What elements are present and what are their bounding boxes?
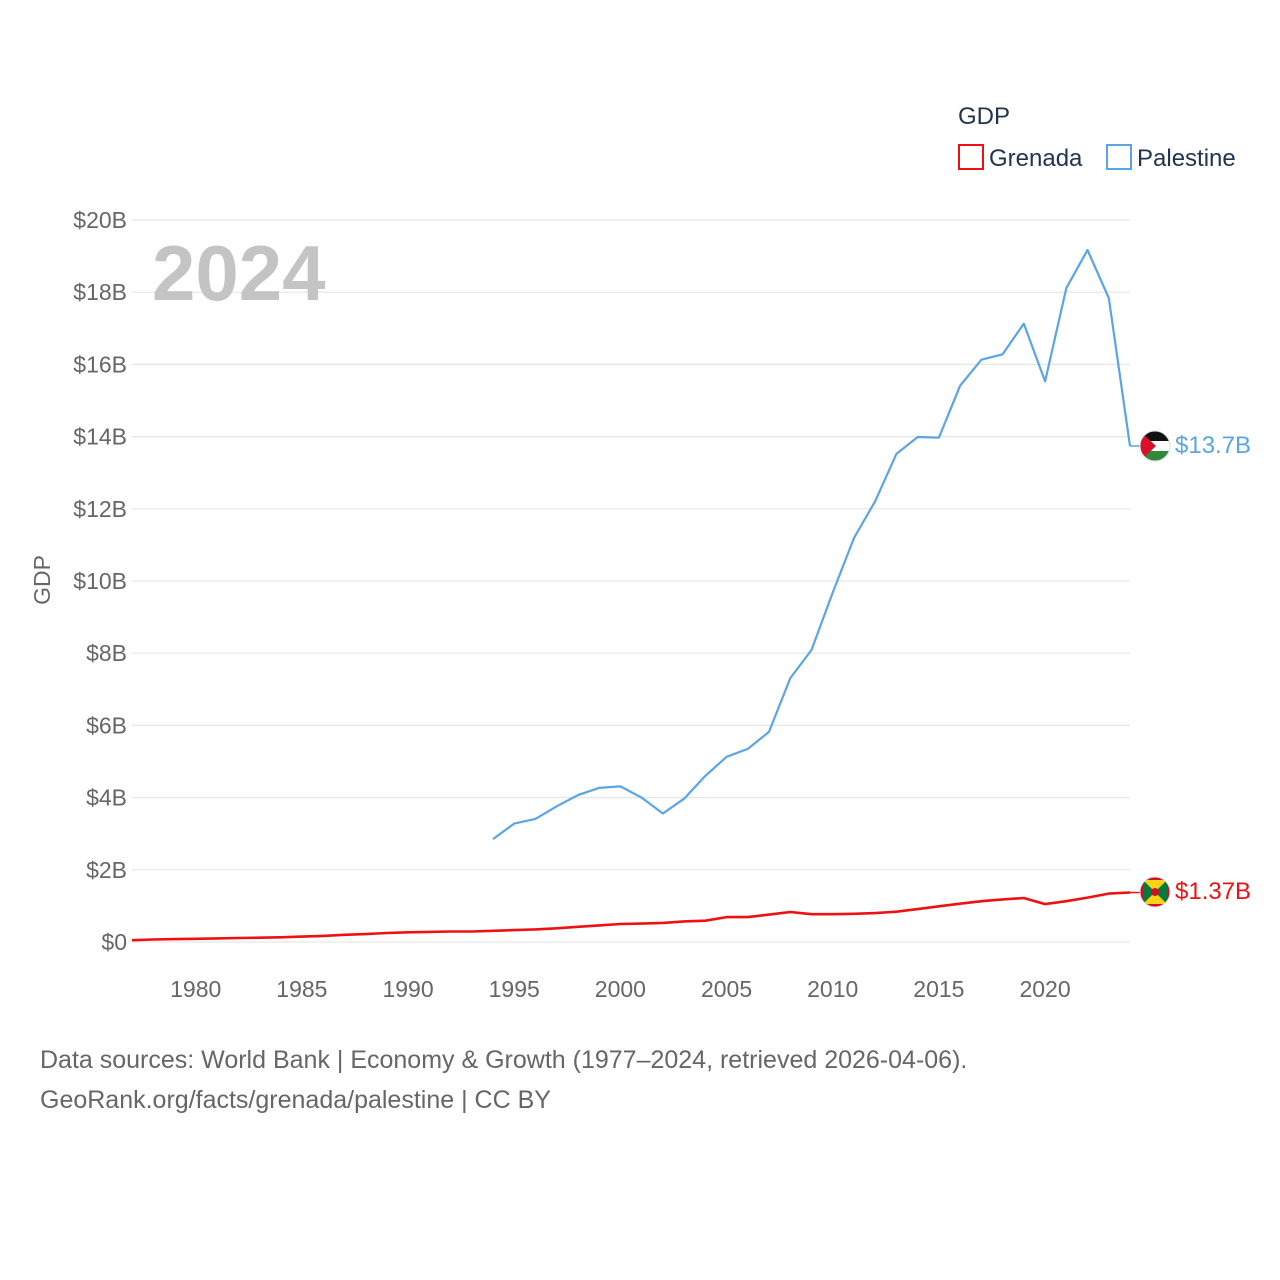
source-url: GeoRank.org/facts/grenada/palestine | CC… (40, 1086, 551, 1114)
legend-label-palestine: Palestine (1137, 145, 1236, 172)
y-tick-label: $18B (73, 279, 127, 305)
grenada-flag-icon (1139, 876, 1171, 908)
x-tick-label: 2005 (701, 976, 752, 1002)
data-source-note: Data sources: World Bank | Economy & Gro… (40, 1046, 968, 1074)
legend-item-grenada[interactable]: Grenada (958, 144, 1083, 172)
x-tick-label: 1990 (382, 976, 433, 1002)
grid-lines (132, 219, 1130, 943)
series-line-grenada[interactable] (131, 891, 1131, 942)
x-tick-label: 1995 (489, 976, 540, 1002)
y-tick-label: $6B (86, 712, 127, 738)
x-tick-label: 1980 (170, 976, 221, 1002)
year-watermark: 2024 (152, 229, 326, 317)
x-tick-label: 2010 (807, 976, 858, 1002)
gdp-line-chart: $0 $2B $4B $6B $8B $10B $12B $14B $16B $18B $20B 1… (29, 103, 1251, 1002)
y-tick-label: $12B (73, 496, 127, 522)
legend: GDP Grenada Palestine (958, 103, 1236, 172)
legend-label-grenada: Grenada (989, 145, 1083, 172)
legend-swatch-palestine (1106, 144, 1132, 170)
x-tick-label: 2020 (1019, 976, 1070, 1002)
y-tick-label: $20B (73, 207, 127, 233)
y-tick-label: $8B (86, 640, 127, 666)
y-axis-title: GDP (29, 555, 55, 605)
legend-swatch-grenada (958, 144, 984, 170)
y-axis-ticks: $0 $2B $4B $6B $8B $10B $12B $14B $16B $18B $20B (73, 207, 127, 955)
palestine-flag-icon (1139, 430, 1171, 462)
series-line-palestine[interactable] (492, 248, 1132, 840)
x-tick-label: 1985 (276, 976, 327, 1002)
grenada-end-value-label: $1.37B (1175, 878, 1251, 905)
palestine-end-value-label: $13.7B (1175, 432, 1251, 459)
legend-title: GDP (958, 103, 1010, 130)
y-tick-label: $4B (86, 785, 127, 811)
y-tick-label: $0 (101, 929, 127, 955)
x-tick-label: 2015 (913, 976, 964, 1002)
x-tick-label: 2000 (595, 976, 646, 1002)
series-lines (131, 248, 1141, 942)
legend-item-palestine[interactable]: Palestine (1106, 144, 1236, 172)
y-tick-label: $2B (86, 857, 127, 883)
y-tick-label: $10B (73, 568, 127, 594)
y-tick-label: $16B (73, 351, 127, 377)
y-tick-label: $14B (73, 424, 127, 450)
chart-footer: Data sources: World Bank | Economy & Gro… (40, 1040, 1240, 1120)
x-axis-ticks: 1980 1985 1990 1995 2000 2005 2010 2015 2020 (170, 976, 1071, 1002)
